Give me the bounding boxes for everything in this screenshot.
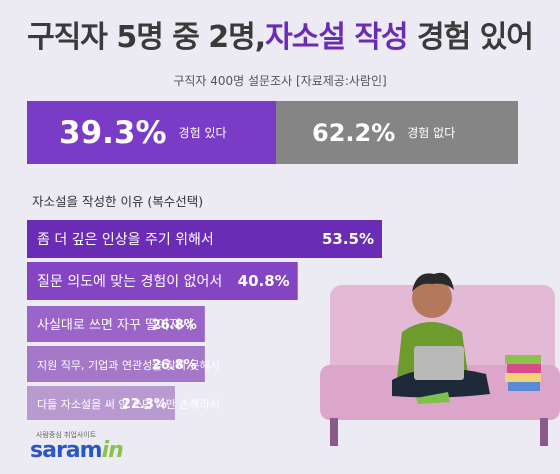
reason-bar (27, 346, 205, 382)
page-title: 구직자 5명 중 2명,자소설 작성 경험 있어 (0, 12, 560, 56)
person-head (412, 278, 452, 318)
reason-bar (27, 220, 382, 258)
experience-yes-bar: 39.3% 경험 있다 (27, 101, 276, 164)
experience-no-label: 경험 없다 (407, 126, 456, 140)
reason-bar (27, 262, 298, 300)
person-hair (412, 272, 454, 292)
reasons-section-title: 자소설을 작성한 이유 (복수선택) (32, 194, 204, 209)
reason-bar (27, 386, 175, 420)
experience-yes-value: 39.3% (59, 114, 167, 151)
subtitle: 구직자 400명 설문조사 [자료제공:사람인] (173, 74, 387, 88)
reason-label: 지원 직무, 기업과 연관성을 찾지 못해서 (37, 358, 220, 372)
reason-label: 좀 더 깊은 인상을 주기 위해서 (37, 232, 214, 248)
laptop (414, 346, 464, 380)
reason-label: 사실대로 쓰면 자꾸 떨어져서 (37, 318, 193, 333)
experience-no-value: 62.2% (312, 118, 396, 147)
reason-value-label: 26.8% (152, 318, 197, 333)
experience-no-bar: 62.2% 경험 없다 (276, 101, 518, 164)
experience-yes-label: 경험 있다 (178, 126, 227, 140)
book-3 (505, 373, 541, 382)
logo-brand-suffix: in (101, 438, 124, 463)
logo-tagline: 사람중심 취업사이트 (36, 431, 97, 439)
student-laptop-illustration (320, 272, 560, 446)
reason-value-label: 53.5% (322, 230, 374, 248)
logo-brand: saramin (30, 438, 124, 463)
reason-label: 질문 의도에 맞는 경험이 없어서 (37, 274, 222, 290)
reason-label: 다들 자소설을 써 안 쓰면 나만 손해라서 (37, 397, 220, 411)
person-shoes (416, 392, 450, 404)
book-2 (507, 364, 541, 373)
reason-bar (27, 306, 205, 342)
sofa-leg-left (330, 418, 338, 446)
reason-value-label: 40.8% (238, 272, 290, 290)
reason-value-label: 22.3% (122, 397, 167, 412)
book-4 (508, 382, 540, 391)
title-highlight: 자소설 작성 (265, 20, 408, 55)
title-main: 구직자 5명 중 2명, (27, 20, 266, 55)
saramin-logo: 사람중심 취업사이트 saramin (30, 430, 124, 463)
title-end: 경험 있어 (407, 20, 534, 55)
reason-value-label: 26.8% (152, 358, 197, 373)
logo-brand-main: saram (30, 438, 103, 463)
book-1 (505, 355, 541, 364)
sofa-leg-right (540, 418, 548, 446)
